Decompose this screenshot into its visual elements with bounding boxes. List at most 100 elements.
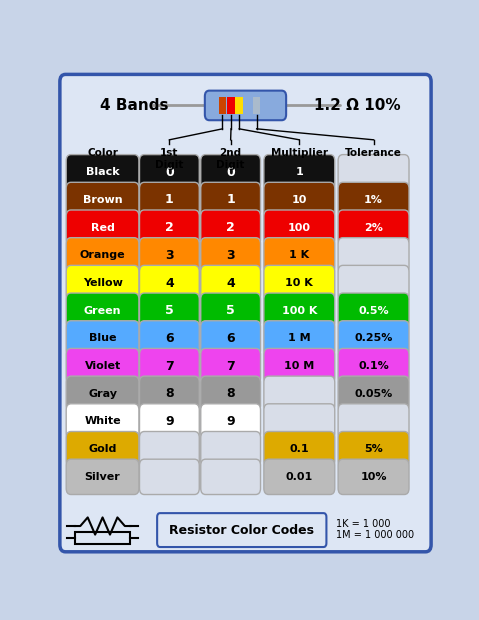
FancyBboxPatch shape bbox=[236, 97, 243, 114]
FancyBboxPatch shape bbox=[338, 154, 409, 190]
Text: 1: 1 bbox=[226, 193, 235, 206]
FancyBboxPatch shape bbox=[139, 321, 199, 356]
FancyBboxPatch shape bbox=[139, 432, 199, 467]
FancyBboxPatch shape bbox=[253, 97, 261, 114]
FancyBboxPatch shape bbox=[264, 459, 335, 495]
FancyBboxPatch shape bbox=[201, 237, 261, 273]
Text: 6: 6 bbox=[226, 332, 235, 345]
FancyBboxPatch shape bbox=[201, 293, 261, 329]
FancyBboxPatch shape bbox=[66, 321, 139, 356]
Text: 1K = 1 000: 1K = 1 000 bbox=[336, 519, 391, 529]
Text: Gray: Gray bbox=[88, 389, 117, 399]
FancyBboxPatch shape bbox=[264, 182, 335, 218]
FancyBboxPatch shape bbox=[201, 348, 261, 384]
FancyBboxPatch shape bbox=[338, 348, 409, 384]
Text: 6: 6 bbox=[165, 332, 174, 345]
FancyBboxPatch shape bbox=[264, 154, 335, 190]
FancyBboxPatch shape bbox=[157, 513, 326, 547]
FancyBboxPatch shape bbox=[60, 74, 431, 552]
Text: 1: 1 bbox=[296, 167, 303, 177]
Text: 4: 4 bbox=[226, 277, 235, 290]
FancyBboxPatch shape bbox=[66, 376, 139, 412]
FancyBboxPatch shape bbox=[139, 182, 199, 218]
Text: 1: 1 bbox=[165, 193, 174, 206]
Text: Black: Black bbox=[86, 167, 119, 177]
FancyBboxPatch shape bbox=[66, 182, 139, 218]
Text: 1%: 1% bbox=[364, 195, 383, 205]
Text: 10: 10 bbox=[292, 195, 307, 205]
FancyBboxPatch shape bbox=[264, 265, 335, 301]
FancyBboxPatch shape bbox=[264, 321, 335, 356]
Text: Violet: Violet bbox=[84, 361, 121, 371]
FancyBboxPatch shape bbox=[338, 182, 409, 218]
Text: Gold: Gold bbox=[89, 444, 117, 454]
FancyBboxPatch shape bbox=[66, 432, 139, 467]
FancyBboxPatch shape bbox=[338, 293, 409, 329]
Text: 100: 100 bbox=[288, 223, 311, 232]
Text: 0.01: 0.01 bbox=[285, 472, 313, 482]
FancyBboxPatch shape bbox=[338, 376, 409, 412]
FancyBboxPatch shape bbox=[139, 293, 199, 329]
FancyBboxPatch shape bbox=[201, 432, 261, 467]
FancyBboxPatch shape bbox=[338, 404, 409, 439]
Text: Blue: Blue bbox=[89, 334, 116, 343]
Text: 1 M: 1 M bbox=[288, 334, 310, 343]
FancyBboxPatch shape bbox=[264, 404, 335, 439]
Text: 2%: 2% bbox=[364, 223, 383, 232]
Text: Brown: Brown bbox=[83, 195, 122, 205]
Text: 5%: 5% bbox=[364, 444, 383, 454]
FancyBboxPatch shape bbox=[264, 348, 335, 384]
Text: Green: Green bbox=[84, 306, 121, 316]
Text: 2: 2 bbox=[226, 221, 235, 234]
Text: Resistor Color Codes: Resistor Color Codes bbox=[169, 524, 314, 537]
FancyBboxPatch shape bbox=[139, 265, 199, 301]
Text: Yellow: Yellow bbox=[83, 278, 123, 288]
Text: 2nd
Digit: 2nd Digit bbox=[217, 148, 245, 170]
FancyBboxPatch shape bbox=[139, 376, 199, 412]
Text: 0.1: 0.1 bbox=[289, 444, 309, 454]
FancyBboxPatch shape bbox=[66, 237, 139, 273]
Text: 0.5%: 0.5% bbox=[358, 306, 389, 316]
Text: 10%: 10% bbox=[360, 472, 387, 482]
FancyBboxPatch shape bbox=[201, 154, 261, 190]
Text: 1.2 Ω 10%: 1.2 Ω 10% bbox=[314, 98, 400, 113]
Text: White: White bbox=[84, 417, 121, 427]
FancyBboxPatch shape bbox=[338, 321, 409, 356]
FancyBboxPatch shape bbox=[338, 432, 409, 467]
Text: Red: Red bbox=[91, 223, 114, 232]
Text: Multiplier: Multiplier bbox=[271, 148, 328, 158]
Text: 1 K: 1 K bbox=[289, 250, 309, 260]
Text: 7: 7 bbox=[226, 360, 235, 373]
Text: 10 K: 10 K bbox=[285, 278, 313, 288]
Text: 0: 0 bbox=[226, 166, 235, 179]
FancyBboxPatch shape bbox=[201, 321, 261, 356]
FancyBboxPatch shape bbox=[201, 459, 261, 495]
Text: Color: Color bbox=[87, 148, 118, 158]
FancyBboxPatch shape bbox=[66, 459, 139, 495]
FancyBboxPatch shape bbox=[219, 97, 226, 114]
Text: 7: 7 bbox=[165, 360, 174, 373]
FancyBboxPatch shape bbox=[228, 97, 235, 114]
FancyBboxPatch shape bbox=[264, 210, 335, 246]
Text: 4: 4 bbox=[165, 277, 174, 290]
Text: 9: 9 bbox=[226, 415, 235, 428]
FancyBboxPatch shape bbox=[139, 237, 199, 273]
FancyBboxPatch shape bbox=[66, 404, 139, 439]
Text: Tolerance: Tolerance bbox=[345, 148, 402, 158]
FancyBboxPatch shape bbox=[338, 265, 409, 301]
FancyBboxPatch shape bbox=[201, 182, 261, 218]
Text: Silver: Silver bbox=[85, 472, 120, 482]
FancyBboxPatch shape bbox=[264, 376, 335, 412]
Text: 1M = 1 000 000: 1M = 1 000 000 bbox=[336, 529, 414, 539]
FancyBboxPatch shape bbox=[201, 265, 261, 301]
FancyBboxPatch shape bbox=[264, 293, 335, 329]
Text: 10 M: 10 M bbox=[284, 361, 314, 371]
FancyBboxPatch shape bbox=[139, 404, 199, 439]
Text: 5: 5 bbox=[226, 304, 235, 317]
FancyBboxPatch shape bbox=[201, 210, 261, 246]
Text: Orange: Orange bbox=[80, 250, 125, 260]
FancyBboxPatch shape bbox=[338, 210, 409, 246]
FancyBboxPatch shape bbox=[139, 210, 199, 246]
Text: 3: 3 bbox=[165, 249, 174, 262]
FancyBboxPatch shape bbox=[139, 459, 199, 495]
